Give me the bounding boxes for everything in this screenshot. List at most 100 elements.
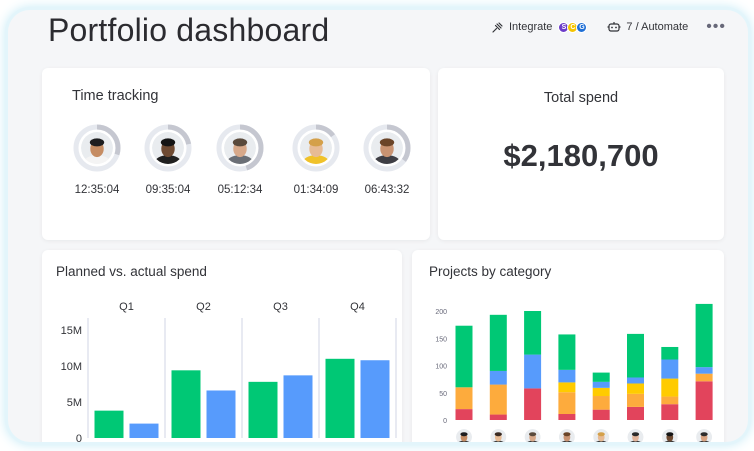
category-segment[interactable]: [695, 373, 713, 382]
time-tracking-person[interactable]: 06:43:32: [357, 124, 417, 196]
y-tick-label: 15M: [61, 325, 82, 337]
page-title: Portfolio dashboard: [48, 12, 330, 48]
avatar: [73, 124, 121, 172]
planned-spend-bar[interactable]: [325, 358, 355, 438]
category-segment[interactable]: [695, 303, 713, 368]
avatar: [558, 429, 575, 442]
quarter-label: Q1: [119, 301, 134, 313]
planned-vs-actual-chart: 0 5M 10M 15M Q1 Q2 Q3 Q4: [61, 301, 397, 442]
category-segment[interactable]: [558, 382, 576, 393]
automate-label: 7 / Automate: [626, 21, 689, 33]
actual-spend-bar[interactable]: [360, 360, 390, 438]
category-segment[interactable]: [627, 333, 644, 378]
category-segment[interactable]: [592, 387, 610, 397]
time-tracking-person[interactable]: 01:34:09: [286, 124, 346, 196]
category-segment[interactable]: [455, 387, 473, 410]
category-segment[interactable]: [592, 396, 610, 410]
category-segment[interactable]: [489, 314, 507, 371]
category-segment[interactable]: [661, 396, 679, 405]
more-options-icon[interactable]: •••: [706, 18, 726, 35]
tracked-time: 06:43:32: [364, 184, 410, 196]
quarter-label: Q2: [196, 301, 211, 313]
time-tracking-widget: Time tracking 12:35:04 09:35:04 05:12:34 01…: [42, 68, 430, 240]
y-tick-label: 150: [435, 336, 447, 343]
tracked-time: 09:35:04: [145, 184, 191, 196]
planned-spend-bar[interactable]: [94, 410, 124, 438]
projects-by-category-chart: 0 50 100 150 200: [435, 303, 713, 442]
category-segment[interactable]: [661, 359, 679, 379]
y-tick-label: 10M: [61, 361, 82, 373]
category-segment[interactable]: [558, 334, 576, 370]
category-segment[interactable]: [524, 354, 542, 389]
category-segment[interactable]: [695, 381, 713, 420]
category-segment[interactable]: [627, 393, 644, 407]
tracked-time: 12:35:04: [74, 184, 120, 196]
avatar: [696, 429, 713, 442]
category-segment[interactable]: [558, 414, 576, 420]
category-segment[interactable]: [455, 325, 473, 388]
tracked-time: 01:34:09: [293, 184, 339, 196]
avatar: [216, 124, 264, 172]
category-segment[interactable]: [558, 369, 576, 383]
time-tracking-title: Time tracking: [72, 88, 159, 104]
planned-spend-bar[interactable]: [248, 381, 278, 438]
total-spend-widget: Total spend $2,180,700: [438, 68, 724, 240]
y-tick-label: 5M: [67, 397, 82, 409]
total-spend-value: $2,180,700: [503, 138, 659, 173]
category-segment[interactable]: [695, 367, 713, 374]
avatar: [144, 124, 192, 172]
avatar: [490, 429, 507, 442]
avatar: [627, 429, 644, 442]
time-tracking-person[interactable]: 05:12:34: [210, 124, 270, 196]
category-segment[interactable]: [661, 378, 679, 397]
category-segment[interactable]: [455, 409, 473, 420]
category-segment[interactable]: [489, 384, 507, 415]
category-segment[interactable]: [489, 370, 507, 385]
y-tick-label: 0: [443, 418, 447, 425]
actual-spend-bar[interactable]: [283, 375, 313, 438]
integration-badge-icon: G: [576, 21, 588, 33]
planned-vs-actual-widget: Planned vs. actual spend 0 5M 10M 15M Q1 Q2 Q3…: [42, 250, 402, 442]
y-tick-label: 50: [439, 391, 447, 398]
tracked-time: 05:12:34: [217, 184, 263, 196]
avatar: [593, 429, 610, 442]
avatar: [456, 429, 472, 442]
category-segment[interactable]: [661, 346, 679, 360]
y-tick-label: 200: [435, 309, 447, 316]
robot-icon: [607, 20, 621, 34]
category-segment[interactable]: [627, 383, 644, 394]
plug-icon: [490, 20, 504, 34]
category-segment[interactable]: [489, 414, 507, 420]
avatar: [363, 124, 411, 172]
category-segment[interactable]: [661, 404, 679, 420]
category-segment[interactable]: [627, 377, 644, 384]
category-segment[interactable]: [627, 406, 644, 420]
category-segment[interactable]: [592, 381, 610, 388]
category-segment[interactable]: [524, 388, 542, 420]
projects-by-category-widget: Projects by category 0 50 100 150 200: [412, 250, 724, 442]
actual-spend-bar[interactable]: [129, 423, 159, 438]
category-segment[interactable]: [592, 372, 610, 382]
automate-button[interactable]: 7 / Automate: [607, 20, 688, 34]
projects-by-category-title: Projects by category: [429, 264, 552, 279]
avatar: [524, 429, 541, 442]
actual-spend-bar[interactable]: [206, 390, 236, 438]
integrate-label: Integrate: [509, 21, 553, 33]
quarter-label: Q4: [350, 301, 365, 313]
avatar: [661, 429, 678, 442]
planned-spend-bar[interactable]: [171, 370, 201, 438]
y-tick-label: 100: [435, 364, 447, 371]
total-spend-title: Total spend: [543, 90, 619, 106]
quarter-label: Q3: [273, 301, 288, 313]
category-segment[interactable]: [558, 392, 576, 415]
category-segment[interactable]: [524, 311, 542, 355]
planned-vs-actual-title: Planned vs. actual spend: [56, 264, 207, 279]
y-tick-label: 0: [76, 433, 82, 442]
category-segment[interactable]: [592, 409, 610, 420]
time-tracking-person[interactable]: 12:35:04: [67, 124, 127, 196]
time-tracking-person[interactable]: 09:35:04: [138, 124, 198, 196]
